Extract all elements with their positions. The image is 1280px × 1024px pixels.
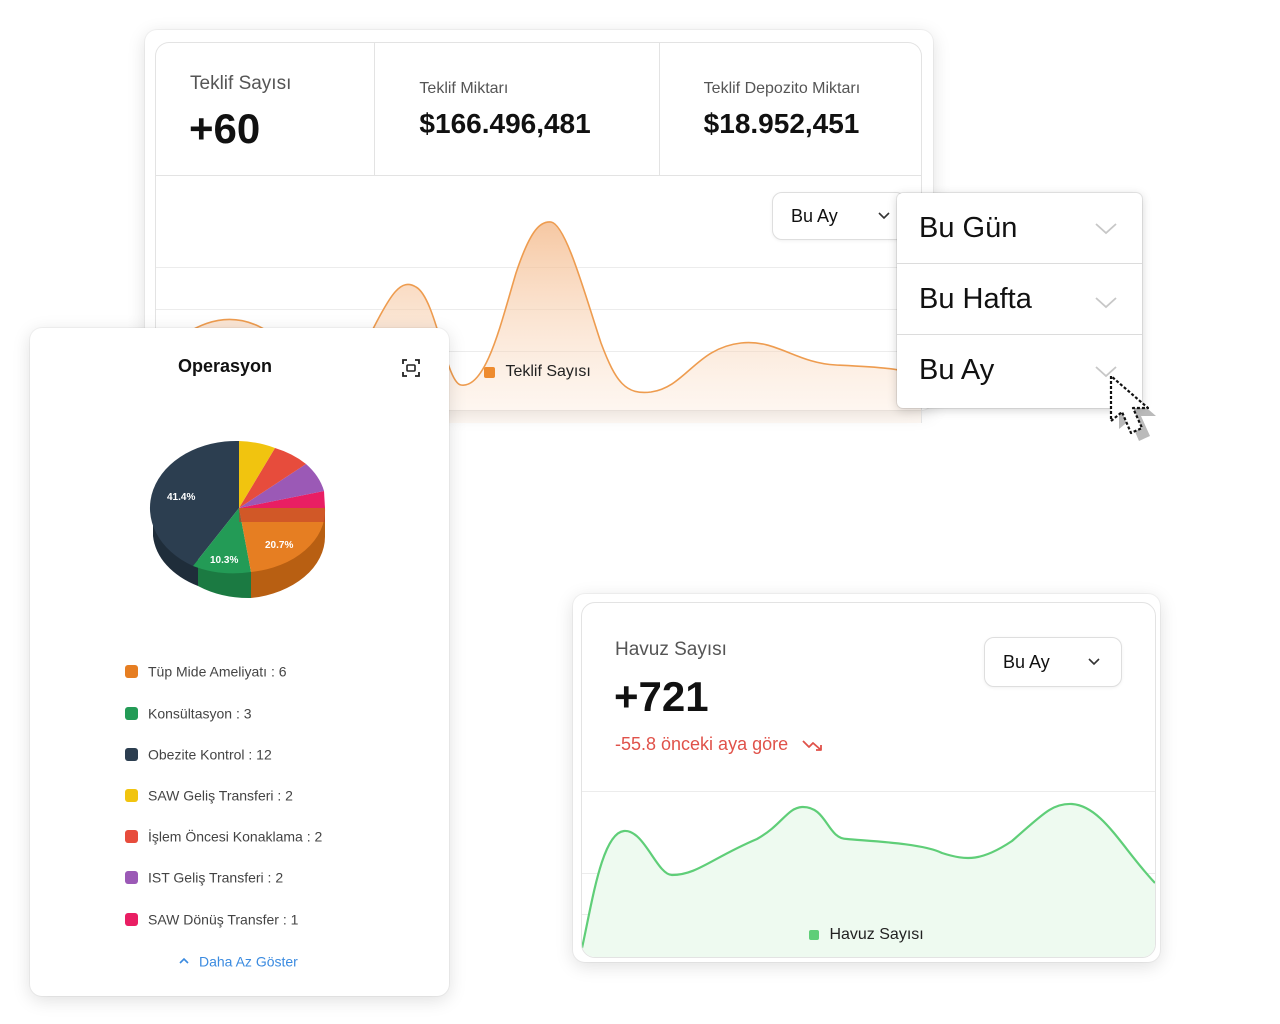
legend-label: SAW Geliş Transferi : 2 [148, 787, 293, 804]
legend-item[interactable]: Obezite Kontrol : 12 [125, 745, 272, 762]
legend-swatch [125, 706, 138, 720]
pie-slice-obezite [149, 440, 239, 566]
period-select-value: Bu Ay [1003, 651, 1050, 672]
havuz-legend: Havuz Sayısı [809, 926, 924, 944]
legend-label: Obezite Kontrol : 12 [148, 746, 272, 763]
divider [582, 791, 1155, 792]
legend-label: Konsültasyon : 3 [148, 705, 252, 722]
kpi-value: $166.496,481 [419, 108, 591, 139]
pie-label-obezite: 41.4% [167, 492, 195, 503]
show-less-label: Daha Az Göster [199, 953, 298, 970]
kpi-label: Teklif Miktarı [419, 80, 509, 97]
havuz-panel: Havuz Sayısı +721 -55.8 önceki aya göre … [581, 602, 1156, 958]
teklif-legend: Teklif Sayısı [484, 363, 591, 381]
havuz-label: Havuz Sayısı [615, 639, 727, 660]
operasyon-pie-chart: 41.4% 20.7% 10.3% [149, 440, 326, 599]
legend-swatch [125, 870, 138, 884]
kpi-label: Teklif Sayısı [190, 73, 292, 94]
havuz-line [582, 802, 1155, 949]
dropdown-option-bu-ay[interactable]: Bu Ay [897, 336, 1142, 408]
operasyon-card: Operasyon 41.4% 20.7% 10.3% Tüp Mide Ame… [30, 328, 449, 996]
chevron-up-icon [179, 958, 189, 964]
legend-swatch [125, 829, 138, 843]
havuz-change: -55.8 önceki aya göre [615, 734, 825, 755]
pie-slice-islem-oncesi [239, 448, 306, 508]
mouse-cursor-icon [1109, 374, 1156, 441]
show-less-link[interactable]: Daha Az Göster [178, 952, 298, 969]
havuz-change-text: -55.8 önceki aya göre [615, 734, 789, 754]
dropdown-option-label: Bu Gün [919, 212, 1018, 244]
havuz-area-chart [582, 802, 1155, 957]
pie-label-tup-mide: 20.7% [265, 540, 293, 551]
legend-label: Tüp Mide Ameliyatı : 6 [148, 663, 287, 680]
legend-item[interactable]: SAW Dönüş Transfer : 1 [125, 910, 298, 927]
legend-label: SAW Dönüş Transfer : 1 [148, 911, 299, 928]
chevron-down-icon [1088, 658, 1100, 666]
kpi-row: Teklif Sayısı +60 Teklif Miktarı $166.49… [156, 43, 921, 176]
pie-label-konsultasyon: 10.3% [210, 555, 238, 566]
dropdown-option-bu-hafta[interactable]: Bu Hafta [897, 264, 1142, 335]
legend-label: IST Geliş Transferi : 2 [148, 869, 284, 886]
legend-item[interactable]: Tüp Mide Ameliyatı : 6 [125, 662, 287, 679]
legend-swatch [125, 912, 138, 926]
havuz-card: Havuz Sayısı +721 -55.8 önceki aya göre … [573, 594, 1160, 962]
havuz-value: +721 [614, 673, 709, 720]
kpi-label: Teklif Depozito Miktarı [703, 80, 861, 97]
legend-swatch [125, 747, 138, 761]
chevron-down-icon [878, 212, 890, 220]
kpi-value: $18.952,451 [703, 108, 860, 139]
dropdown-option-bu-gun[interactable]: Bu Gün [897, 193, 1142, 264]
chevron-down-icon [1095, 297, 1117, 309]
legend-swatch [125, 664, 138, 678]
legend-swatch [809, 930, 819, 940]
legend-label: İşlem Öncesi Konaklama : 2 [148, 828, 323, 845]
legend-item[interactable]: IST Geliş Transferi : 2 [125, 868, 283, 885]
kpi-teklif-sayisi: Teklif Sayısı +60 [156, 43, 376, 175]
pie-slice-konsultasyon [193, 508, 251, 574]
kpi-teklif-miktari: Teklif Miktarı $166.496,481 [375, 43, 660, 175]
chevron-down-icon [1095, 223, 1117, 235]
legend-item[interactable]: SAW Geliş Transferi : 2 [125, 786, 293, 803]
pie-slice-tup-mide [239, 508, 326, 572]
dropdown-option-label: Bu Ay [919, 354, 995, 386]
period-dropdown-menu: Bu Gün Bu Hafta Bu Ay [897, 193, 1142, 408]
trend-down-icon [802, 740, 823, 752]
pie-slice-ist-gelis [239, 464, 324, 508]
period-select[interactable]: Bu Ay [772, 192, 906, 240]
legend-swatch [484, 366, 495, 378]
card-title: Operasyon [177, 356, 273, 376]
dropdown-option-label: Bu Hafta [919, 283, 1032, 315]
legend-item[interactable]: İşlem Öncesi Konaklama : 2 [125, 827, 322, 844]
kpi-teklif-depozito: Teklif Depozito Miktarı $18.952,451 [660, 43, 921, 175]
pie-slice-saw-donus [239, 491, 325, 508]
kpi-value: +60 [189, 105, 261, 152]
havuz-period-select[interactable]: Bu Ay [984, 637, 1122, 687]
legend-label: Teklif Sayısı [505, 363, 591, 380]
legend-label: Havuz Sayısı [829, 926, 924, 943]
legend-item[interactable]: Konsültasyon : 3 [125, 704, 252, 721]
expand-icon[interactable] [401, 358, 421, 378]
legend-swatch [125, 788, 138, 802]
pie-inner-wall [239, 508, 325, 522]
period-select-value: Bu Ay [791, 205, 838, 226]
chevron-down-icon [1095, 366, 1117, 378]
pie-slice-saw-gelis [239, 441, 275, 508]
